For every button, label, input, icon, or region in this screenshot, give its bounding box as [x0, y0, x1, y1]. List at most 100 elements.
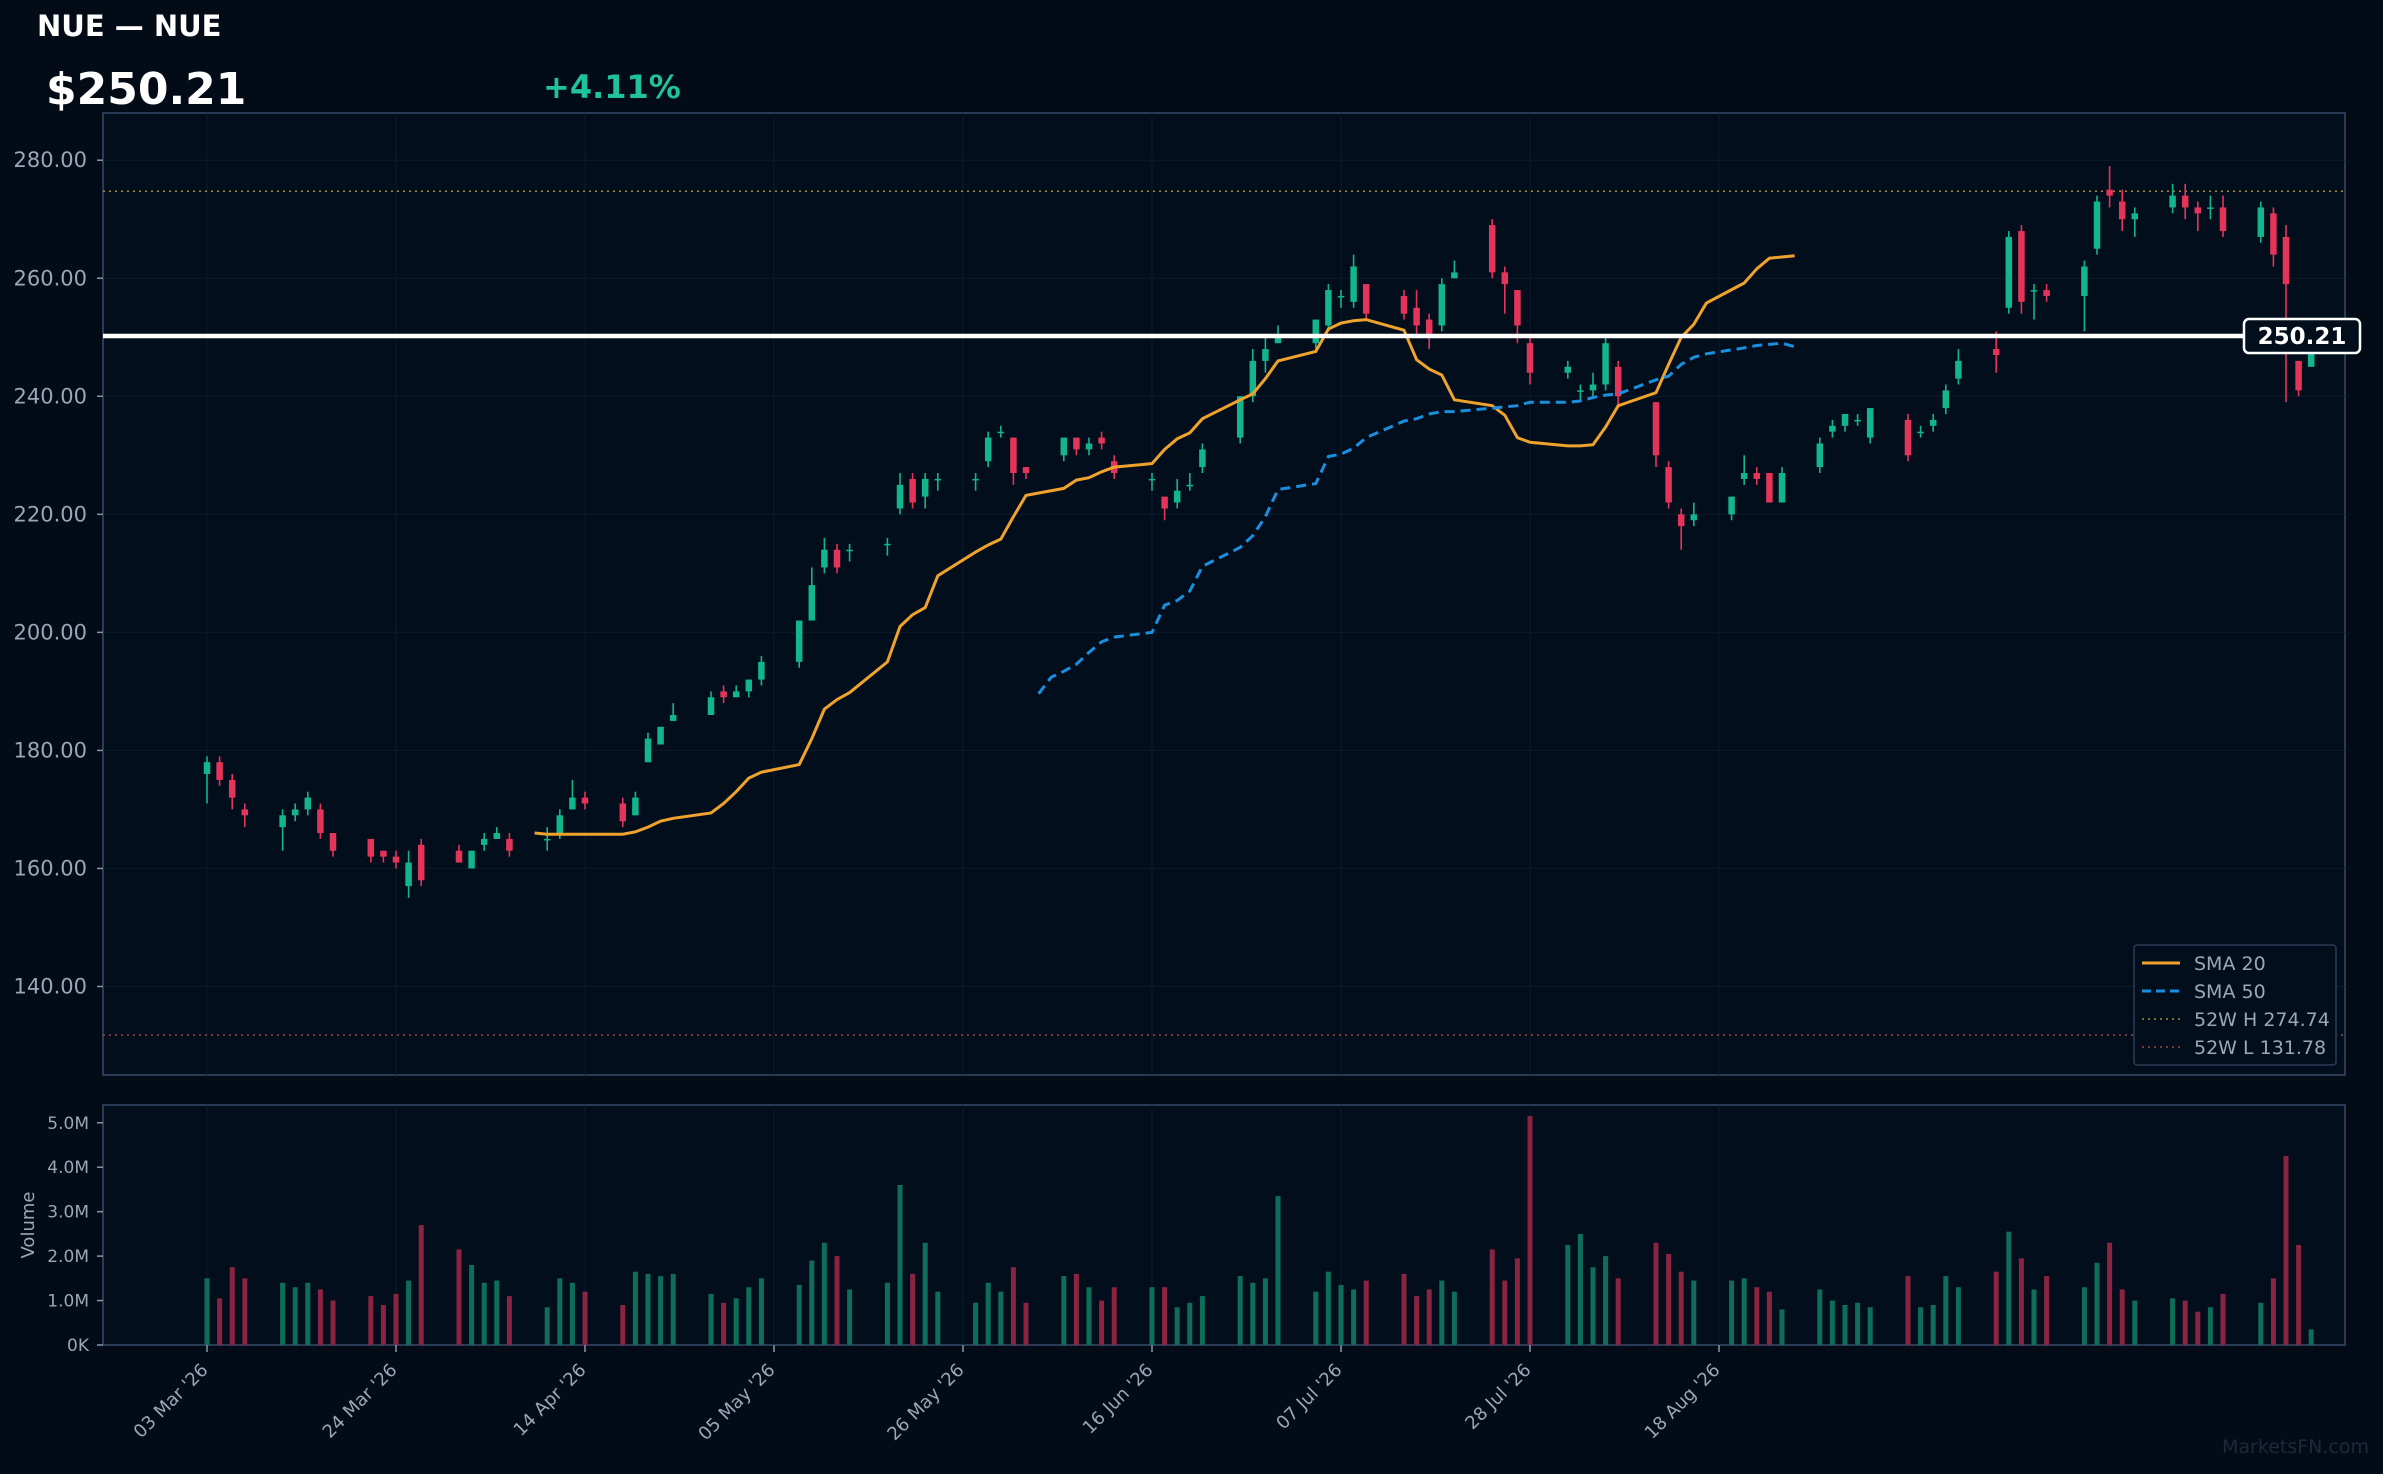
- candle-body: [934, 478, 942, 481]
- volume-bar: [1061, 1276, 1067, 1345]
- volume-bar: [1905, 1276, 1911, 1345]
- candle-body: [1602, 343, 1609, 385]
- candle-body: [1488, 225, 1496, 273]
- y-tick-label: 140.00: [14, 974, 87, 998]
- volume-bar: [544, 1307, 550, 1345]
- volume-bar: [317, 1289, 323, 1345]
- candle-body: [2219, 207, 2227, 232]
- candle-body: [279, 815, 286, 828]
- candle-body: [1866, 408, 1874, 438]
- candle-body: [216, 762, 223, 780]
- candle-body: [1148, 478, 1156, 481]
- volume-bar: [796, 1285, 802, 1345]
- candle-body: [1274, 337, 1282, 344]
- price-panel-frame: [102, 112, 2346, 1076]
- candle-body: [921, 478, 929, 497]
- volume-bar: [2296, 1245, 2302, 1345]
- volume-bar: [1754, 1287, 1760, 1345]
- candle-body: [493, 833, 501, 839]
- volume-bar: [1943, 1276, 1949, 1345]
- volume-bar: [380, 1305, 386, 1345]
- volume-tick-label: 2.0M: [47, 1247, 89, 1267]
- candle-body: [997, 431, 1005, 434]
- candle-body: [846, 549, 853, 552]
- volume-panel-frame: [102, 1104, 2346, 1346]
- candle-body: [1577, 390, 1584, 392]
- volume-bar: [733, 1298, 739, 1345]
- candle-body: [1942, 390, 1950, 409]
- volume-bar: [1514, 1258, 1520, 1345]
- volume-bar: [2170, 1298, 2176, 1345]
- volume-bar: [645, 1273, 651, 1345]
- candle-body: [1325, 290, 1332, 326]
- candle-body: [1564, 366, 1572, 373]
- candle-body: [1614, 366, 1622, 397]
- volume-bar: [809, 1260, 815, 1345]
- volume-bar: [1565, 1245, 1571, 1345]
- candle-body: [669, 714, 677, 721]
- candle-body: [1199, 449, 1206, 468]
- volume-bar: [1426, 1289, 1432, 1345]
- candle-body: [556, 815, 564, 834]
- candle-body: [1312, 319, 1320, 344]
- volume-bar: [1162, 1287, 1168, 1345]
- x-tick-label: 26 May '26: [883, 1360, 968, 1445]
- candle-body: [2118, 201, 2126, 220]
- candle-body: [2181, 195, 2189, 208]
- volume-bar: [2220, 1293, 2226, 1345]
- candle-body: [2018, 231, 2025, 302]
- candle-body: [1728, 496, 1735, 515]
- volume-bar: [569, 1282, 575, 1345]
- volume-bar: [330, 1300, 336, 1345]
- volume-tick-label: 4.0M: [47, 1158, 89, 1178]
- candle-body: [569, 797, 576, 810]
- candle-body: [1186, 484, 1194, 487]
- volume-bar: [1111, 1287, 1117, 1345]
- candle-body: [317, 809, 324, 834]
- candle-body: [1010, 437, 1017, 474]
- x-tick-label: 03 Mar '26: [130, 1360, 213, 1443]
- candle-body: [2194, 207, 2202, 214]
- y-tick-label: 280.00: [14, 148, 87, 172]
- candle-body: [2106, 189, 2113, 196]
- volume-bar: [1489, 1249, 1495, 1345]
- candle-body: [1161, 496, 1168, 509]
- volume-bar: [1817, 1289, 1823, 1345]
- x-tick-label: 18 Aug '26: [1641, 1360, 1725, 1444]
- candle-body: [1677, 514, 1685, 527]
- volume-bar: [1779, 1309, 1785, 1345]
- candle-body: [984, 437, 992, 462]
- volume-bar: [1842, 1305, 1848, 1345]
- volume-bar: [1313, 1291, 1319, 1345]
- volume-bar: [922, 1242, 928, 1345]
- volume-bar: [393, 1293, 399, 1345]
- candle-body: [228, 779, 236, 798]
- volume-tick-label: 5.0M: [47, 1114, 89, 1134]
- y-tick-label: 160.00: [14, 856, 87, 880]
- volume-bar: [2195, 1311, 2201, 1345]
- candle-body: [405, 862, 412, 887]
- candle-body: [1778, 473, 1786, 503]
- candle-body: [896, 484, 904, 509]
- candle-body: [1652, 402, 1660, 456]
- volume-bar: [632, 1271, 638, 1345]
- volume-bar: [1199, 1296, 1205, 1345]
- volume-bar: [1829, 1300, 1835, 1345]
- volume-bar: [1666, 1253, 1672, 1345]
- y-tick-label: 200.00: [14, 620, 87, 644]
- volume-bar: [1729, 1280, 1735, 1345]
- volume-bar: [1766, 1291, 1772, 1345]
- volume-bar: [204, 1278, 210, 1345]
- candle-body: [1589, 384, 1597, 391]
- volume-bar: [2132, 1300, 2138, 1345]
- volume-bar: [582, 1291, 588, 1345]
- candle-body: [795, 620, 803, 662]
- volume-bar: [2207, 1307, 2213, 1345]
- volume-bar: [897, 1185, 903, 1345]
- candle-body: [1665, 467, 1672, 503]
- candle-body: [2093, 201, 2101, 249]
- candle-body: [367, 838, 375, 857]
- candle-body: [291, 809, 299, 816]
- candle-body: [1917, 431, 1924, 434]
- volume-bar: [292, 1287, 298, 1345]
